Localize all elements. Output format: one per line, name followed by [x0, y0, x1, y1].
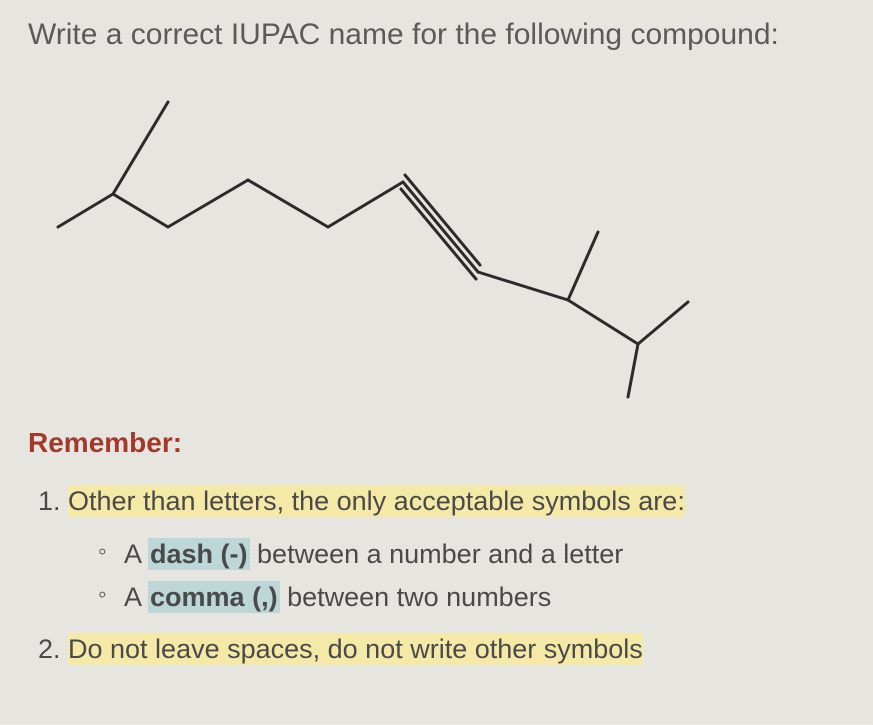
rules-list: Other than letters, the only acceptable …: [40, 481, 845, 671]
rule-1-sub-1: A dash (-) between a number and a letter: [98, 533, 845, 576]
rule-1-sub-2: A comma (,) between two numbers: [98, 576, 845, 619]
sub1-term: dash (-): [148, 538, 250, 570]
rule-1: Other than letters, the only acceptable …: [68, 481, 845, 619]
remember-heading: Remember:: [28, 427, 845, 459]
rule-2: Do not leave spaces, do not write other …: [68, 629, 845, 671]
rule-2-text: Do not leave spaces, do not write other …: [68, 633, 643, 665]
question-title: Write a correct IUPAC name for the follo…: [28, 18, 845, 52]
sub2-prefix: A: [124, 582, 148, 612]
sub2-term: comma (,): [148, 581, 280, 613]
sub1-suffix: between a number and a letter: [250, 539, 624, 569]
rule-1-sublist: A dash (-) between a number and a letter…: [98, 533, 845, 619]
chemical-structure-diagram: [28, 72, 828, 412]
sub2-suffix: between two numbers: [280, 582, 552, 612]
rule-1-text: Other than letters, the only acceptable …: [68, 485, 685, 517]
sub1-prefix: A: [124, 539, 148, 569]
